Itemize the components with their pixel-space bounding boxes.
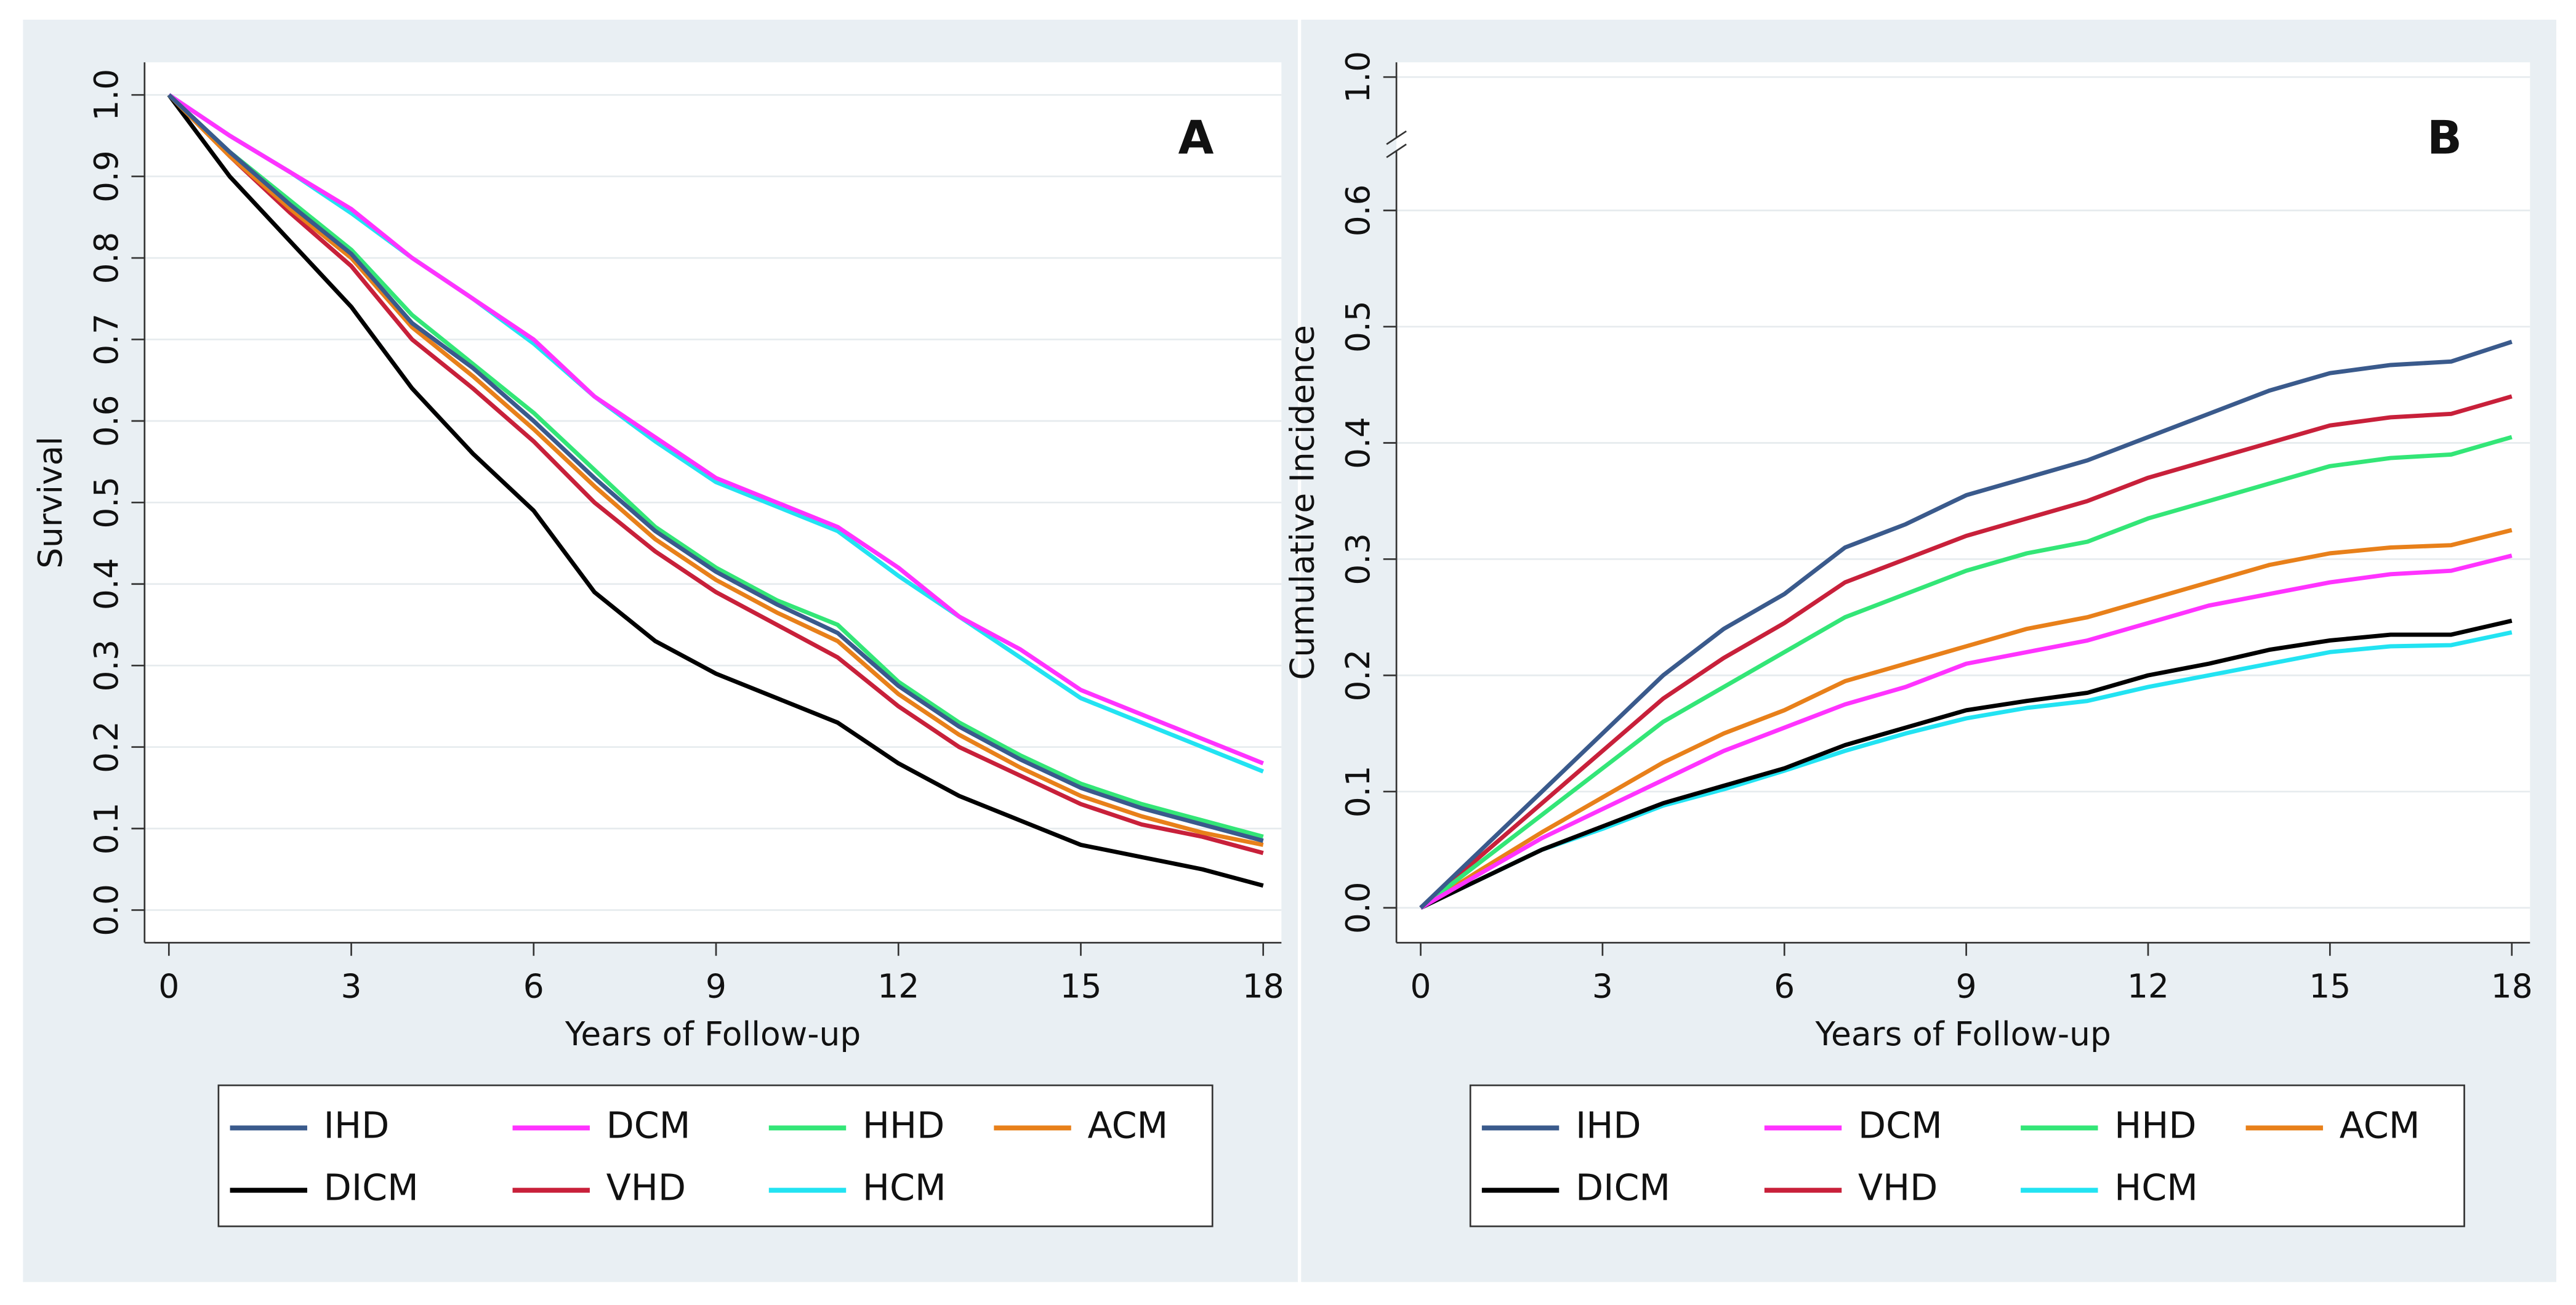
series-line (1419, 619, 2513, 910)
series-line (1419, 394, 2513, 910)
x-tick-label: 15 (2309, 968, 2351, 1006)
x-axis-label: Years of Follow-up (565, 1015, 861, 1053)
y-tick-label: 0.5 (1339, 300, 1377, 353)
legend-label: ACM (2340, 1105, 2420, 1147)
y-tick-label: 0.9 (87, 150, 126, 203)
x-tick-label: 9 (706, 968, 727, 1006)
y-tick-label: 0.0 (1339, 881, 1377, 934)
series-line (167, 93, 1264, 839)
x-tick-label: 0 (158, 968, 179, 1006)
y-tick-label: 0.1 (1339, 766, 1377, 818)
legend-label: VHD (606, 1167, 686, 1209)
y-tick-label: 0.2 (87, 721, 126, 773)
x-tick-label: 18 (2491, 968, 2533, 1006)
series-line (1419, 528, 2513, 910)
series-line (1419, 553, 2513, 910)
y-tick-label: 1.0 (1339, 51, 1377, 103)
series-line (167, 93, 1265, 766)
x-tick-label: 3 (341, 968, 362, 1006)
y-tick-label: 0.4 (1339, 417, 1377, 469)
series-line (1419, 630, 2513, 910)
series-line (1419, 435, 2513, 910)
series-line (167, 94, 1264, 888)
plot-area (1396, 62, 2530, 943)
x-tick-label: 0 (1411, 968, 1431, 1006)
legend-label: VHD (1858, 1167, 1938, 1209)
legend-label: DICM (324, 1167, 419, 1209)
legend-label: DCM (1858, 1105, 1942, 1147)
y-tick-label: 0.0 (87, 884, 126, 936)
y-tick-label: 0.5 (87, 476, 126, 529)
legend-label: ACM (1087, 1105, 1168, 1147)
y-tick-label: 0.2 (1339, 649, 1377, 702)
legend-label: IHD (1576, 1105, 1641, 1147)
x-tick-label: 3 (1592, 968, 1613, 1006)
y-tick-label: 0.6 (1339, 185, 1377, 237)
y-tick-label: 0.6 (87, 395, 126, 448)
y-axis-label: Survival (31, 436, 70, 569)
x-tick-label: 6 (1774, 968, 1795, 1006)
x-tick-label: 12 (2127, 968, 2169, 1006)
y-tick-label: 0.7 (87, 313, 126, 366)
series-line (167, 93, 1264, 856)
panel-label: B (2427, 111, 2462, 165)
series-line (167, 93, 1265, 774)
y-tick-label: 0.8 (87, 232, 126, 284)
legend-box (217, 1084, 1214, 1227)
legend-label: DCM (606, 1105, 691, 1147)
legend-label: IHD (324, 1105, 390, 1147)
x-tick-label: 18 (1242, 968, 1284, 1006)
legend-label: HCM (2114, 1167, 2198, 1209)
x-axis-label: Years of Follow-up (1815, 1015, 2111, 1053)
x-tick-label: 15 (1060, 968, 1102, 1006)
y-tick-label: 0.1 (87, 803, 126, 855)
legend-label: DICM (1576, 1167, 1670, 1209)
y-tick-label: 0.3 (87, 640, 126, 692)
legend-label: HHD (863, 1105, 944, 1147)
series-line (167, 93, 1264, 847)
y-tick-label: 1.0 (87, 69, 126, 121)
y-tick-label: 0.4 (87, 558, 126, 610)
axis-break (1386, 130, 1407, 145)
x-tick-label: 12 (877, 968, 919, 1006)
y-axis-label: Cumulative Incidence (1283, 325, 1321, 680)
x-tick-label: 9 (1956, 968, 1977, 1006)
x-tick-label: 6 (523, 968, 544, 1006)
legend-label: HHD (2114, 1105, 2196, 1147)
y-tick-label: 0.3 (1339, 533, 1377, 585)
legend-box (1469, 1084, 2465, 1227)
series-line (1419, 339, 2513, 910)
series-line (167, 93, 1264, 843)
legend-label: HCM (863, 1167, 946, 1209)
panel-label: A (1178, 111, 1214, 165)
